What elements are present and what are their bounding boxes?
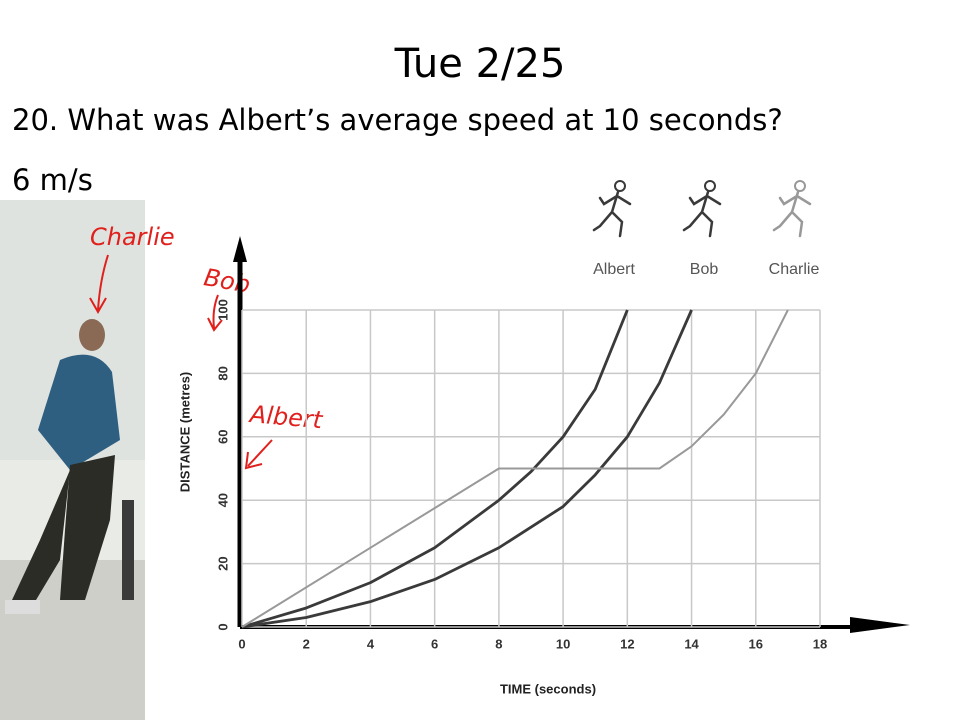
legend-icon [772,190,812,238]
legend-label: Bob [690,261,719,278]
y-axis-arrow [233,236,247,262]
y-tick-label: 40 [215,493,230,507]
data-line [241,309,789,628]
legend-item: Albert [592,180,635,278]
y-tick-label: 20 [215,556,230,570]
x-axis-label: TIME (seconds) [500,681,596,696]
x-tick-label: 2 [303,636,310,651]
legend-icon [592,190,632,238]
y-tick-label: 60 [215,430,230,444]
legend: Albert Bob Charlie [592,180,820,278]
legend-icon [794,180,806,192]
x-tick-label: 0 [238,636,245,651]
annotation: Albert [247,400,325,435]
x-axis-arrow [850,617,910,633]
x-tick-label: 8 [495,636,502,651]
legend-item: Charlie [769,180,820,278]
y-tick-label: 100 [215,299,230,321]
x-tick-label: 6 [431,636,438,651]
data-line [241,309,629,629]
x-tick-label: 4 [367,636,375,651]
annotation-arrow [89,254,109,315]
x-tick-label: 12 [620,636,634,651]
legend-icon [614,180,626,192]
slide-title: Tue 2/25 [394,41,566,87]
legend-icon [682,190,722,238]
data-line [241,309,693,629]
annotation-arrow [244,439,273,470]
y-tick-label: 80 [215,366,230,380]
y-axis-label: DISTANCE (metres) [177,372,192,492]
annotation: Bob [202,263,253,299]
x-tick-label: 10 [556,636,570,651]
legend-label: Charlie [769,261,820,278]
question: 20. What was Albert’s average speed at 1… [12,103,783,137]
y-tick-label: 0 [215,623,230,630]
answer: 6 m/s [12,163,93,197]
x-tick-label: 16 [749,636,763,651]
annotation: Charlie [90,223,175,251]
x-tick-label: 14 [684,636,699,651]
legend-icon [704,180,716,192]
x-tick-label: 18 [813,636,827,651]
runner-photo [0,200,145,720]
legend-item: Bob [682,180,722,278]
annotation-arrow [207,294,223,332]
legend-label: Albert [593,261,635,278]
